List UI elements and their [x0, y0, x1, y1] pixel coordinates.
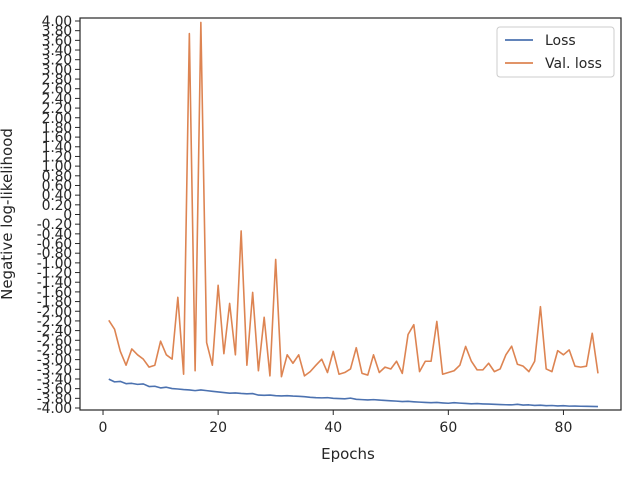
x-tick-label: 80 — [555, 420, 573, 436]
legend: Loss Val. loss — [497, 27, 614, 77]
x-tick-label: 0 — [99, 420, 108, 436]
series-line-0 — [109, 379, 598, 406]
legend-label: Loss — [545, 33, 576, 49]
x-tick-label: 20 — [209, 420, 227, 436]
x-axis-label: Epochs — [321, 445, 375, 463]
x-tick-label: 60 — [439, 420, 457, 436]
y-tick-label: -4.00 — [37, 401, 72, 417]
y-axis-label: Negative log-likelihood — [0, 128, 16, 300]
x-tick-label: 40 — [324, 420, 342, 436]
legend-label: Val. loss — [545, 56, 602, 72]
